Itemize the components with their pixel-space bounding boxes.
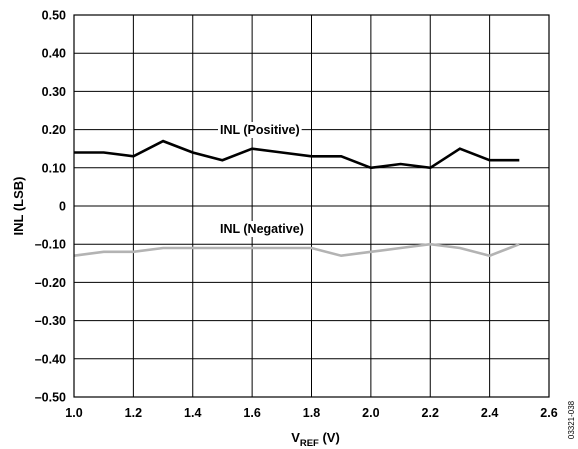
annotation-positive-bg — [218, 122, 302, 138]
figure-id: 03321-038 — [567, 400, 576, 439]
series-layer — [73, 139, 520, 258]
y-tick-label: –0.50 — [35, 391, 66, 405]
annotation-negative-bg — [218, 221, 306, 237]
y-tick-label: 0.50 — [42, 9, 66, 23]
x-axis-label-subscript: REF — [300, 438, 319, 449]
x-axis-label-main: V — [291, 430, 300, 445]
y-axis-label: INL (LSB) — [11, 177, 26, 236]
y-tick-label: 0.10 — [42, 161, 66, 175]
x-tick-label: 2.0 — [362, 406, 379, 420]
y-tick-label: –0.20 — [35, 276, 66, 290]
series-line-inl-positive — [74, 139, 520, 170]
y-tick-label: 0 — [59, 200, 66, 214]
grid — [73, 14, 550, 398]
x-tick-label: 2.6 — [540, 406, 557, 420]
y-tick-label: –0.40 — [35, 352, 66, 366]
x-axis-label: VREF (V) — [291, 430, 340, 449]
plot-frame — [73, 14, 550, 398]
y-tick-label: 0.20 — [42, 123, 66, 137]
annotation-inl-negative: INL (Negative) — [220, 222, 304, 236]
series-line-inl-negative — [73, 242, 520, 258]
y-axis-ticks: 0.50 0.40 0.30 0.20 0.10 0 –0.10 –0.20 –0.30 –0.4… — [35, 9, 66, 405]
x-axis-label-unit: (V) — [319, 430, 340, 445]
y-tick-label: –0.30 — [35, 314, 66, 328]
annotation-inl-positive: INL (Positive) — [220, 123, 300, 137]
x-tick-label: 1.6 — [243, 406, 260, 420]
x-tick-label: 2.2 — [422, 406, 439, 420]
x-axis-ticks: 1.0 1.2 1.4 1.6 1.8 2.0 2.2 2.4 2.6 — [65, 406, 557, 420]
x-tick-label: 1.8 — [303, 406, 320, 420]
y-tick-label: 0.40 — [42, 47, 66, 61]
y-tick-label: –0.10 — [35, 238, 66, 252]
x-tick-label: 1.0 — [65, 406, 82, 420]
y-tick-label: 0.30 — [42, 85, 66, 99]
x-tick-label: 1.2 — [125, 406, 142, 420]
x-tick-label: 1.4 — [184, 406, 201, 420]
x-tick-label: 2.4 — [481, 406, 498, 420]
